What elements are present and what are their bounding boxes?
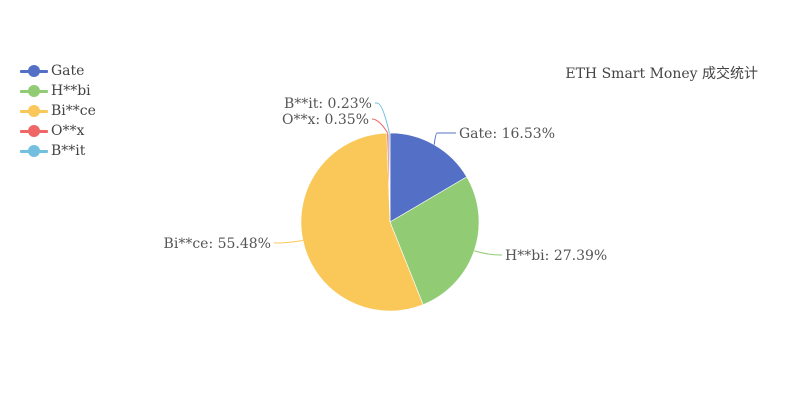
legend-item-bice[interactable]: Bi**ce (20, 101, 96, 121)
pie-label-leaders (274, 102, 502, 256)
pie-data-label: H**bi: 27.39% (505, 248, 607, 264)
legend-swatch-icon (20, 64, 48, 78)
legend-label: H**bi (51, 83, 91, 99)
legend-swatch-icon (20, 144, 48, 158)
legend-swatch-icon (20, 84, 48, 98)
pie-data-label: B**it: 0.23% (284, 96, 372, 112)
pie-data-label: Bi**ce: 55.48% (164, 236, 271, 252)
legend-label: Bi**ce (51, 103, 96, 119)
legend-label: Gate (51, 63, 85, 79)
legend-swatch-icon (20, 104, 48, 118)
pie-slice-gate[interactable] (389, 132, 468, 223)
legend-dot (28, 85, 40, 97)
pie-leader-line (375, 102, 390, 134)
legend-dot (28, 65, 40, 77)
legend-label: B**it (51, 143, 86, 159)
pie-leader-line (433, 132, 456, 145)
legend-item-gate[interactable]: Gate (20, 61, 96, 81)
legend-dot (28, 125, 40, 137)
legend-swatch-icon (20, 124, 48, 138)
legend-item-bit[interactable]: B**it (20, 141, 96, 161)
chart-title: ETH Smart Money 成交统计 (565, 66, 758, 82)
pie-slice-hbi[interactable] (389, 176, 480, 305)
pie-leader-line (274, 239, 304, 244)
legend-item-hbi[interactable]: H**bi (20, 81, 96, 101)
pie-leader-line (474, 250, 502, 256)
pie-data-label: O**x: 0.35% (282, 112, 369, 128)
pie-slices (300, 132, 480, 312)
pie-data-label: Gate: 16.53% (459, 126, 555, 142)
legend-dot (28, 145, 40, 157)
pie-labels: Gate: 16.53% H**bi: 27.39% Bi**ce: 55.48% O… (164, 96, 608, 264)
legend-dot (28, 105, 40, 117)
pie-leader-line (371, 118, 389, 134)
legend: Gate H**bi Bi**ce O**x (20, 61, 96, 161)
legend-item-ox[interactable]: O**x (20, 121, 96, 141)
pie-slice-bit[interactable] (388, 132, 391, 223)
legend-label: O**x (51, 123, 85, 139)
